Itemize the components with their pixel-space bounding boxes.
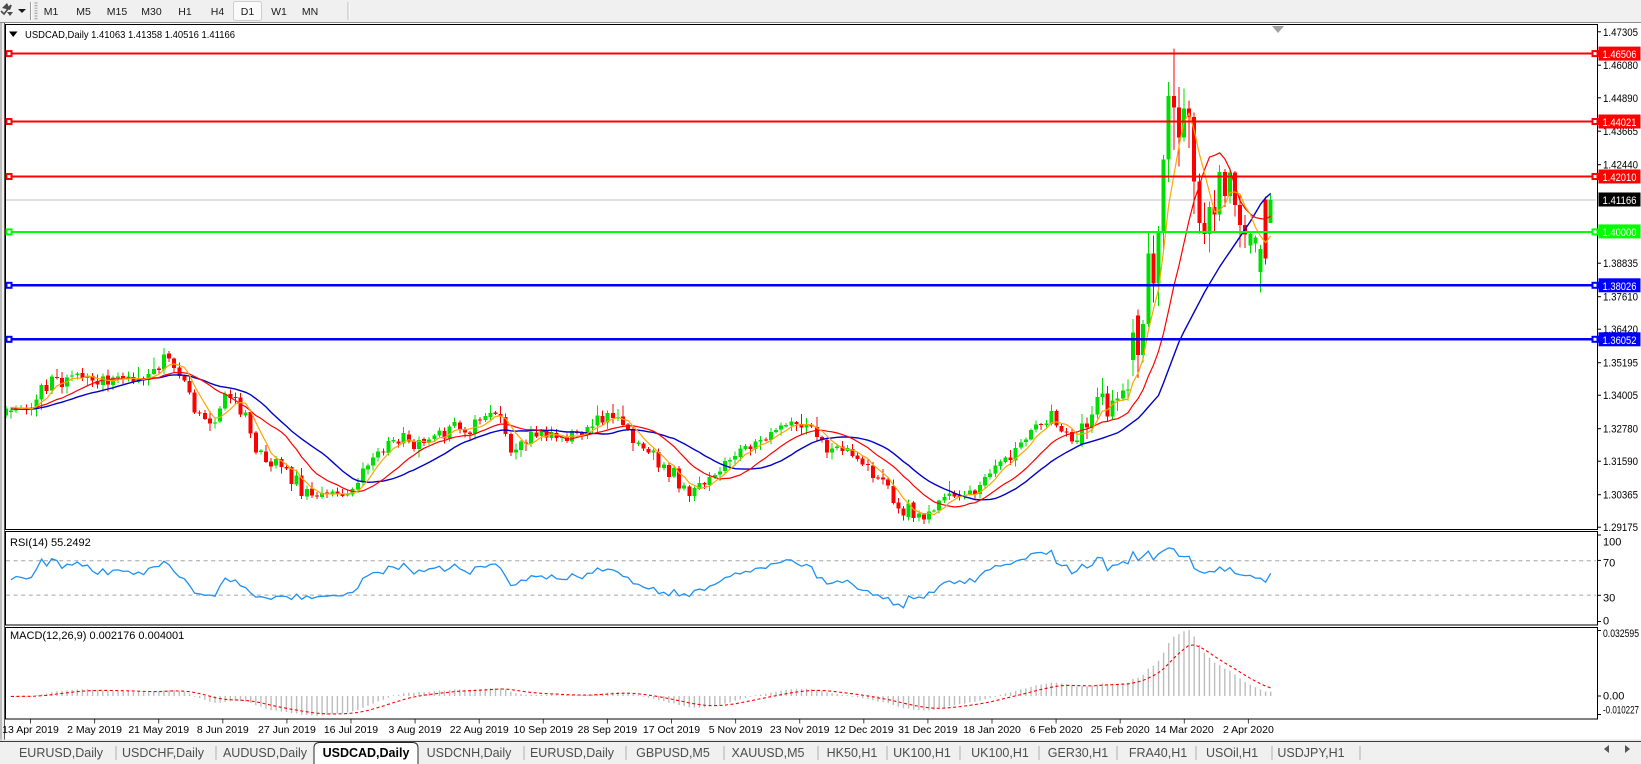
svg-text:70: 70 <box>1603 558 1615 570</box>
svg-text:1.44021: 1.44021 <box>1603 117 1637 129</box>
svg-text:USDCAD,Daily: USDCAD,Daily <box>323 746 410 760</box>
svg-text:USDCHF,Daily: USDCHF,Daily <box>122 746 205 760</box>
svg-text:6 Feb 2020: 6 Feb 2020 <box>1030 724 1083 736</box>
svg-text:M30: M30 <box>141 6 162 18</box>
svg-text:1.35195: 1.35195 <box>1603 358 1638 370</box>
svg-text:18 Jan 2020: 18 Jan 2020 <box>963 724 1021 736</box>
svg-text:10 Sep 2019: 10 Sep 2019 <box>514 724 574 736</box>
svg-text:21 May 2019: 21 May 2019 <box>128 724 189 736</box>
svg-text:AUDUSD,Daily: AUDUSD,Daily <box>223 746 308 760</box>
svg-text:1.36052: 1.36052 <box>1603 335 1637 347</box>
svg-text:13 Apr 2019: 13 Apr 2019 <box>2 724 59 736</box>
svg-text:1.40000: 1.40000 <box>1603 227 1637 239</box>
svg-text:25 Feb 2020: 25 Feb 2020 <box>1091 724 1150 736</box>
svg-text:31 Dec 2019: 31 Dec 2019 <box>898 724 958 736</box>
svg-text:USOil,H1: USOil,H1 <box>1206 746 1258 760</box>
svg-text:UK100,H1: UK100,H1 <box>893 746 951 760</box>
svg-text:UK100,H1: UK100,H1 <box>971 746 1029 760</box>
svg-text:28 Sep 2019: 28 Sep 2019 <box>578 724 638 736</box>
svg-text:M5: M5 <box>76 6 91 18</box>
svg-text:0.00: 0.00 <box>1603 691 1624 703</box>
svg-text:1.38835: 1.38835 <box>1603 258 1638 270</box>
svg-text:D1: D1 <box>241 6 255 18</box>
svg-text:22 Aug 2019: 22 Aug 2019 <box>450 724 509 736</box>
svg-text:MACD(12,26,9) 0.002176 0.00400: MACD(12,26,9) 0.002176 0.004001 <box>10 630 184 642</box>
svg-text:1.29175: 1.29175 <box>1603 522 1638 534</box>
svg-text:USDCNH,Daily: USDCNH,Daily <box>427 746 512 760</box>
svg-text:H1: H1 <box>178 6 192 18</box>
svg-text:EURUSD,Daily: EURUSD,Daily <box>19 746 104 760</box>
svg-text:1.47305: 1.47305 <box>1603 27 1638 39</box>
svg-text:1.31590: 1.31590 <box>1603 456 1638 468</box>
svg-text:1.37610: 1.37610 <box>1603 292 1638 304</box>
svg-text:27 Jun 2019: 27 Jun 2019 <box>258 724 316 736</box>
svg-text:GBPUSD,M5: GBPUSD,M5 <box>636 746 710 760</box>
svg-text:30: 30 <box>1603 593 1615 605</box>
svg-text:USDJPY,H1: USDJPY,H1 <box>1277 746 1344 760</box>
svg-text:USDCAD,Daily 1.41063 1.41358: USDCAD,Daily 1.41063 1.41358 1.40516 1.4… <box>25 29 235 41</box>
svg-text:XAUUSD,M5: XAUUSD,M5 <box>732 746 805 760</box>
svg-text:12 Dec 2019: 12 Dec 2019 <box>834 724 894 736</box>
svg-text:1.44890: 1.44890 <box>1603 93 1638 105</box>
svg-text:1.41166: 1.41166 <box>1603 195 1637 207</box>
svg-text:-0.010227: -0.010227 <box>1603 705 1639 717</box>
svg-text:1.42440: 1.42440 <box>1603 160 1638 172</box>
svg-text:1.46506: 1.46506 <box>1603 49 1637 61</box>
svg-text:16 Jul 2019: 16 Jul 2019 <box>324 724 378 736</box>
svg-text:1.46080: 1.46080 <box>1603 60 1638 72</box>
svg-text:2 May 2019: 2 May 2019 <box>67 724 122 736</box>
svg-text:EURUSD,Daily: EURUSD,Daily <box>530 746 615 760</box>
svg-text:14 Mar 2020: 14 Mar 2020 <box>1155 724 1214 736</box>
svg-text:1.32780: 1.32780 <box>1603 424 1638 436</box>
svg-text:MN: MN <box>302 6 318 18</box>
svg-text:0.032595: 0.032595 <box>1603 628 1639 640</box>
svg-text:0: 0 <box>1603 616 1609 628</box>
svg-text:RSI(14) 55.2492: RSI(14) 55.2492 <box>10 537 91 549</box>
svg-text:3 Aug 2019: 3 Aug 2019 <box>389 724 442 736</box>
svg-text:23 Nov 2019: 23 Nov 2019 <box>770 724 830 736</box>
svg-text:2 Apr 2020: 2 Apr 2020 <box>1223 724 1274 736</box>
svg-text:8 Jun 2019: 8 Jun 2019 <box>197 724 249 736</box>
svg-text:1.38026: 1.38026 <box>1603 281 1637 293</box>
svg-text:1.43665: 1.43665 <box>1603 126 1638 138</box>
svg-text:W1: W1 <box>271 6 287 18</box>
svg-text:H4: H4 <box>211 6 225 18</box>
svg-text:GER30,H1: GER30,H1 <box>1048 746 1108 760</box>
svg-text:100: 100 <box>1603 536 1621 548</box>
svg-text:FRA40,H1: FRA40,H1 <box>1129 746 1187 760</box>
svg-text:M1: M1 <box>44 6 59 18</box>
svg-text:HK50,H1: HK50,H1 <box>827 746 878 760</box>
svg-text:1.42010: 1.42010 <box>1603 172 1637 184</box>
svg-text:17 Oct 2019: 17 Oct 2019 <box>643 724 700 736</box>
svg-text:5 Nov 2019: 5 Nov 2019 <box>709 724 763 736</box>
svg-text:1.34005: 1.34005 <box>1603 390 1638 402</box>
svg-text:1.30365: 1.30365 <box>1603 490 1638 502</box>
svg-text:M15: M15 <box>107 6 128 18</box>
